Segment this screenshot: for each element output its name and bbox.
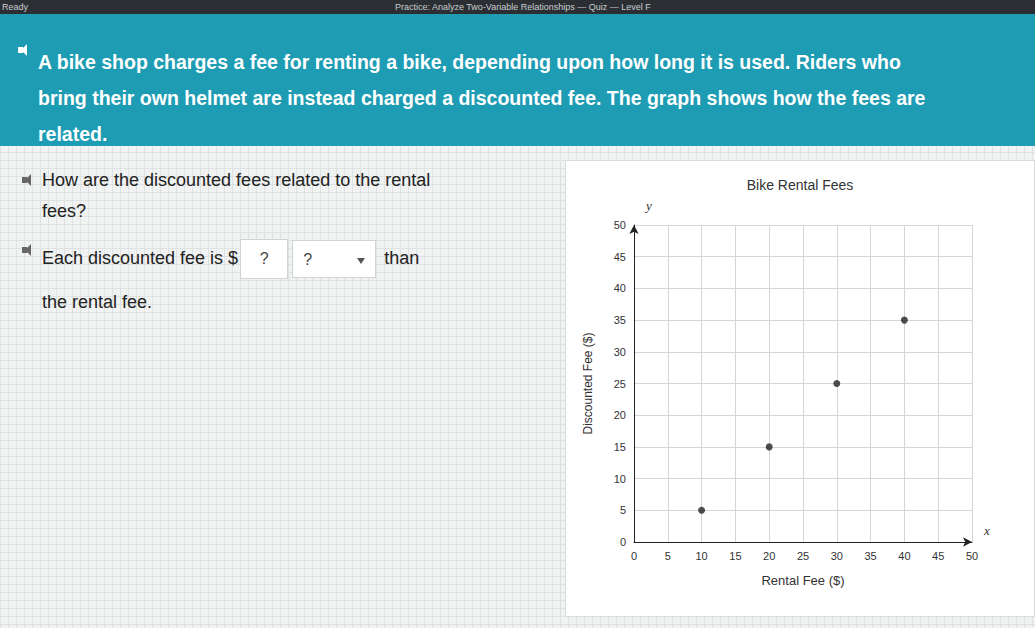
html-text:than: than	[384, 248, 420, 268]
svg-text:Bike Rental Fees: Bike Rental Fees	[747, 177, 854, 193]
svg-text:45: 45	[614, 251, 626, 263]
svg-text:10: 10	[614, 473, 626, 485]
html-text:Practice: Analyze Two-Variable: Practice: Analyze Two-Variable Relations…	[395, 2, 651, 12]
svg-text:40: 40	[614, 282, 626, 294]
svg-text:25: 25	[614, 378, 626, 390]
svg-text:0: 0	[631, 550, 637, 562]
svg-text:45: 45	[932, 550, 944, 562]
svg-text:15: 15	[729, 550, 741, 562]
svg-text:25: 25	[797, 550, 809, 562]
svg-text:0: 0	[620, 536, 626, 548]
svg-text:20: 20	[763, 550, 775, 562]
html-text:Ready: Ready	[2, 2, 28, 12]
svg-text:35: 35	[864, 550, 876, 562]
svg-text:20: 20	[614, 409, 626, 421]
svg-text:30: 30	[831, 550, 843, 562]
svg-text:x: x	[983, 523, 990, 538]
svg-text:35: 35	[614, 314, 626, 326]
svg-text:Discounted Fee ($): Discounted Fee ($)	[581, 332, 595, 434]
html-text:How are the discounted fees re: How are the discounted fees related to t…	[42, 170, 431, 221]
svg-text:10: 10	[695, 550, 707, 562]
svg-text:5: 5	[665, 550, 671, 562]
svg-text:15: 15	[614, 441, 626, 453]
svg-text:40: 40	[898, 550, 910, 562]
svg-text:50: 50	[966, 550, 978, 562]
svg-text:30: 30	[614, 346, 626, 358]
svg-text:5: 5	[620, 504, 626, 516]
svg-text:y: y	[644, 198, 652, 213]
html-text:the rental fee.: the rental fee.	[42, 292, 153, 312]
svg-text:Rental Fee ($): Rental Fee ($)	[761, 573, 844, 588]
html-text:Each discounted fee is $: Each discounted fee is $	[42, 248, 239, 268]
html-text:A bike shop charges a fee for: A bike shop charges a fee for renting a …	[38, 51, 926, 145]
svg-text:50: 50	[614, 219, 626, 231]
